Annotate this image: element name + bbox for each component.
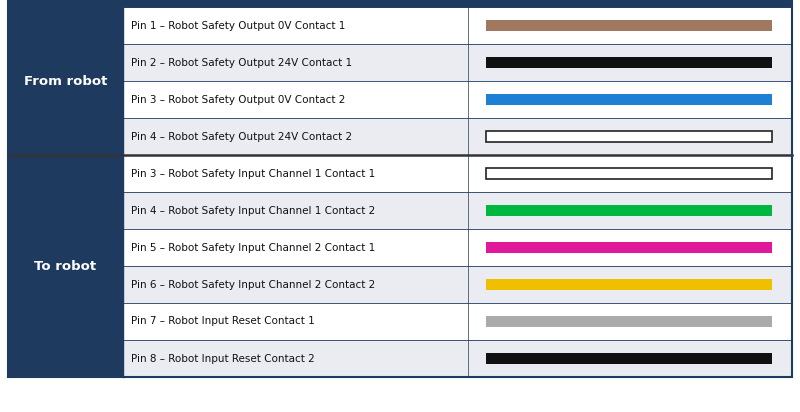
Text: Pin 6 – Robot Safety Input Channel 2 Contact 2: Pin 6 – Robot Safety Input Channel 2 Con… bbox=[131, 279, 375, 290]
Bar bbox=[8, 7, 123, 377]
Bar bbox=[486, 56, 772, 68]
Bar bbox=[8, 0, 792, 7]
Text: Pin 3 – Robot Safety Input Channel 1 Contact 1: Pin 3 – Robot Safety Input Channel 1 Con… bbox=[131, 169, 375, 178]
Bar bbox=[123, 118, 792, 155]
Bar bbox=[123, 44, 792, 81]
Bar bbox=[123, 7, 792, 44]
Bar bbox=[123, 81, 792, 118]
Bar bbox=[123, 155, 792, 192]
Bar bbox=[486, 20, 772, 31]
Bar bbox=[123, 229, 792, 266]
Text: Pin 8 – Robot Input Reset Contact 2: Pin 8 – Robot Input Reset Contact 2 bbox=[131, 353, 314, 363]
Bar bbox=[486, 205, 772, 216]
Bar bbox=[123, 192, 792, 229]
Text: Pin 4 – Robot Safety Output 24V Contact 2: Pin 4 – Robot Safety Output 24V Contact … bbox=[131, 131, 352, 141]
Text: Pin 5 – Robot Safety Input Channel 2 Contact 1: Pin 5 – Robot Safety Input Channel 2 Con… bbox=[131, 243, 375, 253]
Bar bbox=[486, 94, 772, 105]
Text: Pin 1 – Robot Safety Output 0V Contact 1: Pin 1 – Robot Safety Output 0V Contact 1 bbox=[131, 21, 346, 30]
Text: Pin 7 – Robot Input Reset Contact 1: Pin 7 – Robot Input Reset Contact 1 bbox=[131, 316, 314, 326]
Bar bbox=[123, 303, 792, 340]
Bar bbox=[486, 241, 772, 253]
Bar bbox=[123, 266, 792, 303]
Text: Pin 3 – Robot Safety Output 0V Contact 2: Pin 3 – Robot Safety Output 0V Contact 2 bbox=[131, 94, 346, 105]
Bar bbox=[486, 168, 772, 179]
Text: Pin 2 – Robot Safety Output 24V Contact 1: Pin 2 – Robot Safety Output 24V Contact … bbox=[131, 58, 352, 68]
Text: Pin 4 – Robot Safety Input Channel 1 Contact 2: Pin 4 – Robot Safety Input Channel 1 Con… bbox=[131, 206, 375, 215]
Bar bbox=[486, 316, 772, 328]
Bar bbox=[486, 353, 772, 365]
Bar bbox=[486, 279, 772, 290]
Text: From robot: From robot bbox=[24, 75, 107, 87]
Bar bbox=[486, 131, 772, 143]
Bar bbox=[123, 340, 792, 377]
Text: To robot: To robot bbox=[34, 260, 97, 272]
